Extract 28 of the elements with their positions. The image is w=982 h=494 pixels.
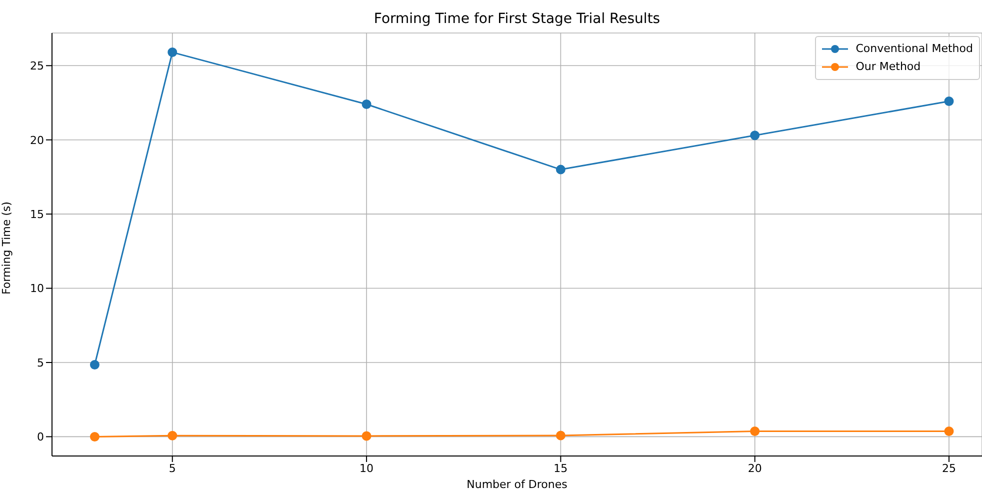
point: [556, 430, 566, 440]
x-tick-label: 25: [942, 462, 956, 475]
x-tick-label: 15: [554, 462, 568, 475]
y-tick-label: 10: [30, 282, 44, 296]
point: [362, 431, 372, 441]
point: [362, 99, 372, 109]
point: [944, 96, 954, 106]
point: [556, 164, 566, 174]
point: [750, 426, 760, 436]
x-tick-label: 20: [748, 462, 762, 475]
x-axis-title: Number of Drones: [466, 478, 568, 491]
point: [944, 426, 954, 436]
legend-label: Our Method: [856, 59, 921, 75]
y-axis-title: Forming Time (s): [0, 202, 13, 294]
x-tick-label: 5: [168, 462, 176, 475]
point: [168, 430, 178, 440]
legend-label: Conventional Method: [856, 41, 973, 57]
y-tick-label: 25: [30, 60, 44, 73]
chart-title: Forming Time for First Stage Trial Results: [372, 11, 662, 27]
y-tick-label: 0: [37, 430, 44, 444]
point: [168, 48, 178, 58]
y-tick-label: 15: [30, 208, 44, 221]
x-tick-label: 10: [360, 462, 374, 475]
y-tick-label: 20: [30, 134, 44, 147]
point: [90, 432, 100, 442]
point: [750, 130, 760, 140]
y-tick-label: 5: [37, 356, 44, 370]
point: [90, 360, 100, 370]
